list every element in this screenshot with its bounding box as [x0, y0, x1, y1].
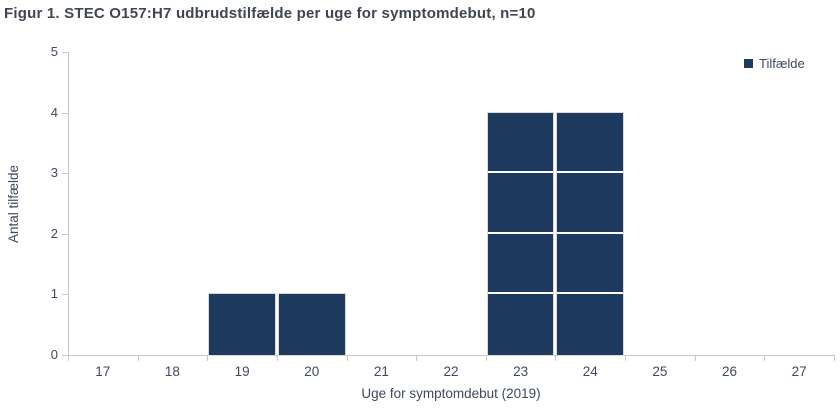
legend: Tilfælde	[744, 56, 805, 71]
x-tick-label: 20	[304, 364, 320, 379]
case-unit-block	[209, 294, 275, 355]
x-tick-mark	[346, 355, 348, 361]
x-tick-label: 27	[791, 364, 807, 379]
y-tick-label: 2	[50, 225, 58, 241]
bar-week-23	[486, 111, 555, 356]
x-tick-label: 26	[722, 364, 738, 379]
case-unit-block	[487, 173, 554, 234]
x-axis-title: Uge for symptomdebut (2019)	[361, 386, 541, 401]
case-unit-block	[278, 294, 345, 355]
y-tick-mark	[62, 112, 68, 114]
case-unit-block	[557, 173, 624, 234]
bar-week-20	[277, 293, 346, 356]
y-tick-label: 3	[50, 165, 58, 181]
y-tick-label: 4	[50, 104, 58, 120]
x-tick-label: 23	[513, 364, 529, 379]
x-tick-mark	[555, 355, 557, 361]
bar-week-24	[556, 111, 625, 356]
x-tick-label: 21	[373, 364, 389, 379]
y-tick-mark	[62, 173, 68, 175]
y-tick-mark	[62, 294, 68, 296]
case-unit-block	[557, 233, 624, 295]
y-tick-label: 1	[50, 286, 58, 302]
y-tick-label: 0	[50, 347, 58, 362]
case-unit-block	[557, 294, 624, 355]
x-tick-label: 19	[234, 364, 250, 379]
x-tick-label: 18	[164, 364, 180, 379]
x-tick-mark	[137, 355, 139, 361]
case-unit-block	[487, 112, 554, 174]
bar-week-19	[208, 293, 276, 356]
y-tick-mark	[62, 355, 68, 356]
x-tick-mark	[68, 355, 69, 361]
y-tick-mark	[62, 52, 68, 53]
legend-label: Tilfælde	[759, 56, 805, 71]
x-tick-mark	[625, 355, 627, 361]
y-tick-label: 5	[50, 44, 58, 59]
x-tick-label: 22	[443, 364, 459, 379]
case-unit-block	[487, 294, 554, 355]
case-unit-block	[557, 112, 624, 174]
x-tick-mark	[834, 355, 835, 361]
x-tick-mark	[416, 355, 418, 361]
y-tick-mark	[62, 233, 68, 235]
x-tick-label: 25	[652, 364, 668, 379]
x-tick-mark	[485, 355, 487, 361]
case-unit-block	[487, 233, 554, 295]
x-tick-label: 24	[582, 364, 598, 379]
legend-marker-icon	[744, 59, 753, 68]
chart-title: Figur 1. STEC O157:H7 udbrudstilfælde pe…	[4, 5, 536, 22]
plot-area	[68, 52, 835, 356]
y-axis-title: Antal tilfælde	[6, 164, 21, 243]
x-tick-mark	[694, 355, 696, 361]
x-tick-mark	[764, 355, 766, 361]
x-tick-label: 17	[95, 364, 111, 379]
x-tick-mark	[276, 355, 278, 361]
x-tick-mark	[207, 355, 209, 361]
